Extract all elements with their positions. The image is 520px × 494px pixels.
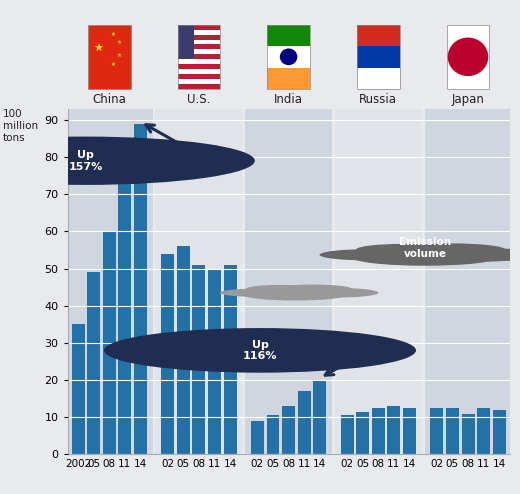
Ellipse shape xyxy=(246,285,313,293)
Text: ★: ★ xyxy=(110,62,115,67)
Ellipse shape xyxy=(250,286,343,296)
Ellipse shape xyxy=(353,249,498,266)
Ellipse shape xyxy=(275,285,353,293)
Bar xyxy=(335,109,422,454)
Bar xyxy=(282,406,295,454)
Text: China: China xyxy=(92,93,126,106)
Ellipse shape xyxy=(396,244,505,256)
Bar xyxy=(313,380,327,454)
Text: Up
116%: Up 116% xyxy=(243,339,277,361)
Text: Japan: Japan xyxy=(451,93,485,106)
Bar xyxy=(341,415,354,454)
Bar xyxy=(161,254,174,454)
Ellipse shape xyxy=(425,248,520,262)
Bar xyxy=(155,109,242,454)
Text: India: India xyxy=(274,93,303,106)
Bar xyxy=(208,269,221,454)
Text: 100
million
tons: 100 million tons xyxy=(3,109,38,143)
Bar xyxy=(192,265,205,454)
Text: ★: ★ xyxy=(116,53,121,58)
Text: U.S.: U.S. xyxy=(187,93,211,106)
Bar xyxy=(387,406,400,454)
Bar xyxy=(356,412,369,454)
Bar xyxy=(134,124,147,454)
Bar xyxy=(251,421,264,454)
Bar xyxy=(66,109,153,454)
Bar xyxy=(87,272,100,454)
Ellipse shape xyxy=(319,249,421,260)
Bar xyxy=(245,109,332,454)
Bar xyxy=(493,410,505,454)
Bar xyxy=(462,413,475,454)
Bar xyxy=(72,325,85,454)
Ellipse shape xyxy=(219,288,292,297)
Ellipse shape xyxy=(295,288,378,297)
Bar xyxy=(224,265,237,454)
Ellipse shape xyxy=(356,244,450,255)
Bar xyxy=(403,408,416,454)
Text: Russia: Russia xyxy=(359,93,397,106)
Bar xyxy=(431,408,443,454)
Text: Up
157%: Up 157% xyxy=(69,150,103,171)
Bar xyxy=(267,415,279,454)
Bar xyxy=(424,109,511,454)
Text: ★: ★ xyxy=(116,40,121,45)
Text: ★: ★ xyxy=(110,32,115,37)
Bar xyxy=(103,231,115,454)
Ellipse shape xyxy=(361,245,492,259)
Circle shape xyxy=(0,136,255,185)
Bar xyxy=(372,408,385,454)
Ellipse shape xyxy=(243,288,347,300)
Bar xyxy=(119,150,131,454)
Bar xyxy=(477,408,490,454)
Bar xyxy=(446,408,459,454)
Text: ★: ★ xyxy=(94,44,103,54)
Text: Emission
volume: Emission volume xyxy=(399,237,451,259)
Bar xyxy=(177,246,190,454)
Circle shape xyxy=(104,328,416,372)
Bar xyxy=(297,391,311,454)
